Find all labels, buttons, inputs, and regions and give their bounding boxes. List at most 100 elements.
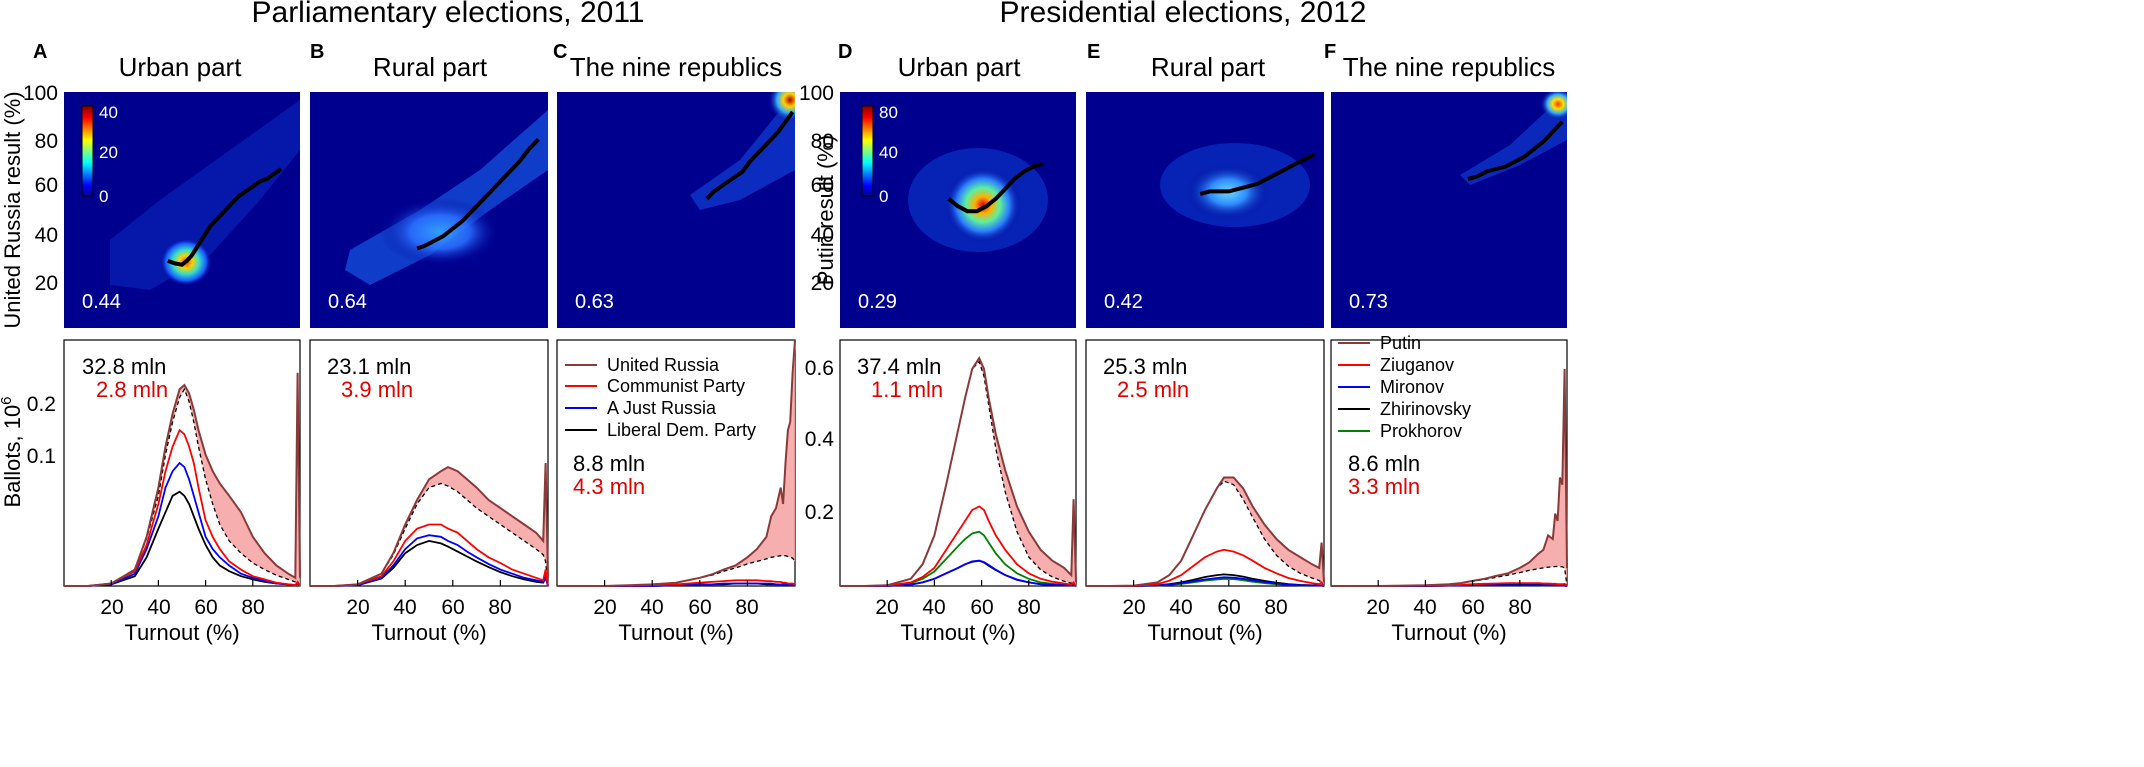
legend-label-liberal-dem-party: Liberal Dem. Party: [607, 420, 756, 440]
series-a-just-russia-b: [310, 534, 549, 587]
excess-ballots-d: 1.1 mln: [871, 377, 943, 402]
y-tick-0-1: 0.1: [27, 445, 56, 468]
legend-label-prokhorov: Prokhorov: [1380, 421, 1462, 441]
x-axis-label: Turnout (%): [618, 620, 733, 645]
total-ballots-c: 8.8 mln: [573, 451, 645, 476]
x-tick-40: 40: [640, 596, 663, 619]
x-tick-60: 60: [1217, 596, 1240, 619]
expected-curve-e: [1086, 480, 1325, 587]
legend-label-united-russia: United Russia: [607, 355, 720, 375]
x-axis-e: 20 40 60 80 Turnout (%): [1122, 596, 1287, 645]
x-axis-label: Turnout (%): [1147, 620, 1262, 645]
colorbar-a-tick-mid: 20: [99, 143, 118, 162]
x-tick-40: 40: [922, 596, 945, 619]
y-axis-label-united-russia: United Russia result (%): [0, 91, 25, 328]
legend-parliamentary: United Russia Communist Party A Just Rus…: [565, 355, 756, 440]
excess-area-a: [64, 372, 300, 586]
y-tick-0-4: 0.4: [805, 428, 835, 451]
panel-title-b: Rural part: [373, 52, 488, 82]
x-tick-80: 80: [735, 596, 758, 619]
legend-label-ziuganov: Ziuganov: [1380, 355, 1454, 375]
y-tick-60: 60: [35, 174, 58, 197]
colorbar-d-scale: [861, 105, 874, 197]
x-axis-label: Turnout (%): [900, 620, 1015, 645]
series-communist-party-a: [64, 428, 301, 587]
heatmap-a-cloud: [110, 100, 300, 290]
x-tick-80: 80: [1264, 596, 1287, 619]
legend-label-communist-party: Communist Party: [607, 376, 745, 396]
colorbar-d-tick-min: 0: [879, 187, 888, 206]
excess-ballots-b: 3.9 mln: [341, 377, 413, 402]
x-axis-a: 20 40 60 80 Turnout (%): [100, 596, 264, 645]
y-tick-20: 20: [811, 272, 834, 295]
heatmap-a-correlation: 0.44: [82, 291, 121, 313]
ballots-y-axis-right: 0.6 0.4 0.2: [805, 357, 835, 524]
x-tick-20: 20: [1122, 596, 1145, 619]
x-tick-40: 40: [147, 596, 170, 619]
x-axis-f: 20 40 60 80 Turnout (%): [1366, 596, 1531, 645]
series-united-russia-b: [310, 462, 549, 587]
colorbar-d: 80 40 0: [861, 103, 898, 206]
y-tick-80: 80: [811, 130, 834, 153]
y-axis-label-putin: Putin result (%): [813, 135, 838, 285]
legend-label-putin: Putin: [1380, 333, 1421, 353]
heatmap-d: 0.29: [840, 92, 1076, 328]
heatmap-b-correlation: 0.64: [328, 291, 367, 313]
excess-ballots-c: 4.3 mln: [573, 474, 645, 499]
heatmap-y-axis-right: 100 80 60 40 20 Putin result (%): [799, 82, 838, 295]
series-putin-f: [1331, 368, 1568, 587]
colorbar-d-tick-mid: 40: [879, 143, 898, 162]
ballots-y-axis-left: 0.2 0.1 Ballots, 106: [0, 393, 56, 508]
ballots-label-exponent: 6: [0, 396, 15, 404]
x-tick-20: 20: [593, 596, 616, 619]
heatmap-y-axis-left: 100 80 60 40 20 United Russia result (%): [0, 82, 58, 329]
panel-title-f: The nine republics: [1343, 52, 1555, 82]
colorbar-d-tick-max: 80: [879, 103, 898, 122]
ballots-label-text: Ballots, 10: [0, 405, 25, 508]
legend-label-mironov: Mironov: [1380, 377, 1444, 397]
legend-label-zhirinovsky: Zhirinovsky: [1380, 399, 1471, 419]
series-communist-party-c: [557, 579, 796, 587]
line-chart-d: [840, 356, 1077, 587]
line-chart-b: [310, 462, 549, 587]
panel-title-c: The nine republics: [570, 52, 782, 82]
heatmap-d-correlation: 0.29: [858, 291, 897, 313]
y-tick-0-2: 0.2: [805, 501, 834, 524]
series-united-russia-a: [64, 372, 301, 587]
expected-curve-b: [310, 482, 549, 587]
line-panel-a-frame: [63, 339, 301, 587]
x-tick-20: 20: [346, 596, 369, 619]
y-tick-80: 80: [35, 130, 58, 153]
y-tick-40: 40: [35, 224, 58, 247]
line-chart-a: [64, 372, 301, 587]
excess-area-d: [840, 358, 1076, 586]
x-tick-20: 20: [875, 596, 898, 619]
line-chart-e: [1086, 476, 1325, 587]
series-putin-d: [840, 356, 1077, 587]
series-mironov-d: [840, 559, 1077, 587]
line-chart-c: [557, 339, 796, 587]
x-tick-80: 80: [1017, 596, 1040, 619]
heatmap-e: 0.42: [1086, 92, 1324, 328]
total-ballots-f: 8.6 mln: [1348, 451, 1420, 476]
colorbar-a-tick-min: 0: [99, 187, 108, 206]
heatmap-f-cloud: [1460, 92, 1567, 185]
excess-ballots-e: 2.5 mln: [1117, 377, 1189, 402]
legend-presidential: Putin Ziuganov Mironov Zhirinovsky Prokh…: [1338, 333, 1471, 441]
x-axis-label: Turnout (%): [124, 620, 239, 645]
y-tick-60: 60: [811, 174, 834, 197]
y-tick-40: 40: [811, 224, 834, 247]
colorbar-a: 40 20 0: [81, 103, 118, 206]
heatmap-e-correlation: 0.42: [1104, 291, 1143, 313]
heatmap-c-correlation: 0.63: [575, 291, 614, 313]
heatmap-d-hotspot: [945, 167, 1021, 243]
total-ballots-e: 25.3 mln: [1103, 354, 1187, 379]
heatmap-c-background: [557, 92, 795, 328]
x-tick-60: 60: [441, 596, 464, 619]
x-axis-d: 20 40 60 80 Turnout (%): [875, 596, 1040, 645]
series-putin-e: [1086, 476, 1325, 587]
x-tick-60: 60: [970, 596, 993, 619]
total-ballots-d: 37.4 mln: [857, 354, 941, 379]
heatmap-b-mean-curve: [416, 137, 540, 251]
